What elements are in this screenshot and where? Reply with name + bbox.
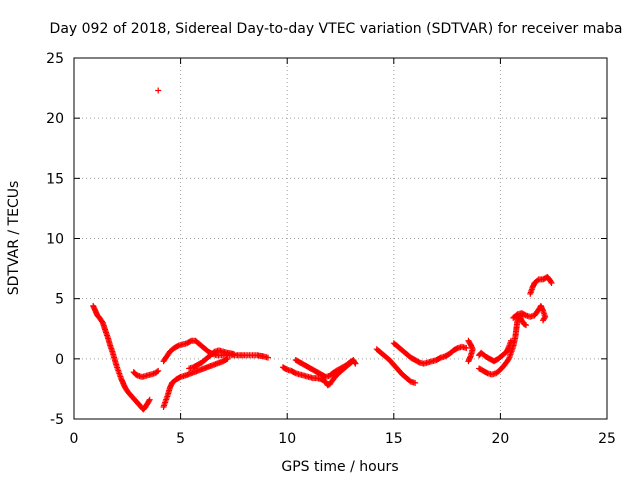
y-tick-label: 20 <box>46 111 64 127</box>
data-points <box>90 87 555 413</box>
chart-title: Day 092 of 2018, Sidereal Day-to-day VTE… <box>50 21 623 37</box>
y-tick-label: 5 <box>55 292 64 308</box>
data-point <box>505 357 512 364</box>
data-point <box>521 321 528 328</box>
data-point <box>465 358 472 365</box>
data-point <box>348 358 355 365</box>
x-tick-label: 10 <box>278 431 296 447</box>
data-point <box>347 359 354 366</box>
x-tick-label: 25 <box>598 431 616 447</box>
data-point <box>155 87 162 94</box>
x-tick-label: 20 <box>491 431 509 447</box>
data-point <box>522 322 529 329</box>
data-point <box>540 317 547 324</box>
y-tick-label: 15 <box>46 171 64 187</box>
y-tick-label: 0 <box>55 352 64 368</box>
axis-ticks: 0 5 10 15 20 25 -5 0 5 10 15 20 25 <box>46 51 616 447</box>
data-point <box>230 351 237 358</box>
y-axis-label: SDTVAR / TECUs <box>6 181 22 296</box>
x-tick-label: 5 <box>176 431 185 447</box>
data-point <box>154 368 161 375</box>
y-tick-label: -5 <box>50 412 64 428</box>
x-axis-label: GPS time / hours <box>281 459 398 475</box>
x-tick-label: 15 <box>385 431 403 447</box>
y-tick-label: 25 <box>46 51 64 67</box>
data-point <box>155 367 162 374</box>
data-point <box>265 354 272 361</box>
data-point <box>463 345 470 352</box>
data-point <box>352 360 359 367</box>
data-point <box>548 280 555 287</box>
x-tick-label: 0 <box>70 431 79 447</box>
data-point <box>146 396 153 403</box>
y-tick-label: 10 <box>46 232 64 248</box>
data-point <box>145 397 152 404</box>
data-point <box>540 316 547 323</box>
data-point <box>547 278 554 285</box>
data-point <box>412 379 419 386</box>
